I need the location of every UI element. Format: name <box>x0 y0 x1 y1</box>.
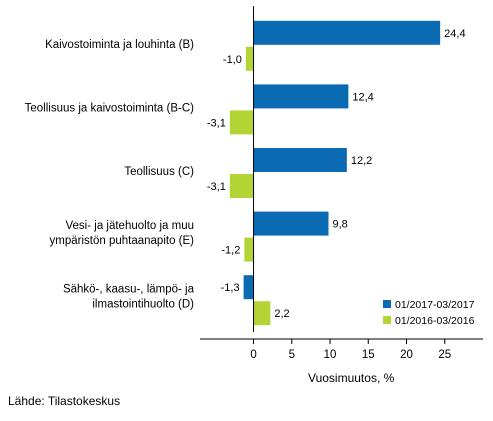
bar <box>243 275 254 300</box>
labels-group: 24,4 -1,0 Kaivostoiminta ja louhinta (B) 12… <box>25 28 466 320</box>
bar <box>253 84 349 109</box>
category-label: Teollisuus (C) <box>124 166 194 178</box>
category-label: Vesi- ja jätehuolto ja muu <box>66 220 195 232</box>
category-label: ilmastointihuolto (D) <box>92 299 194 311</box>
bar <box>229 110 254 135</box>
bar <box>245 46 254 71</box>
x-tick-label: 0 <box>250 349 256 361</box>
x-tick-label: 25 <box>438 349 451 361</box>
legend-swatch <box>383 300 391 308</box>
legend-entry: 01/2017-03/2017 <box>395 299 475 311</box>
legend: 01/2017-03/2017 01/2016-03/2016 <box>383 299 475 327</box>
category-label: ympäristön puhtaanapito (E) <box>50 235 195 247</box>
data-label: -3,1 <box>207 117 226 129</box>
data-label: -1,2 <box>221 245 240 257</box>
source-note: Lähde: Tilastokeskus <box>8 394 120 408</box>
bar <box>253 301 271 326</box>
x-tick-label: 5 <box>289 349 295 361</box>
data-label: 24,4 <box>444 28 465 40</box>
category-label: Kaivostoiminta ja louhinta (B) <box>45 39 194 51</box>
bar <box>253 148 347 172</box>
data-label: -1,3 <box>221 282 240 294</box>
data-label: 9,8 <box>332 219 347 231</box>
legend-entry: 01/2016-03/2016 <box>395 315 475 327</box>
bar <box>244 237 254 262</box>
data-label: 12,4 <box>352 91 373 103</box>
bars-group <box>229 20 441 326</box>
x-axis-title: Vuosimuutos, % <box>308 371 395 385</box>
data-label: -3,1 <box>207 181 226 193</box>
x-tick-label: 15 <box>362 349 375 361</box>
x-tick-label: 10 <box>324 349 337 361</box>
category-label: Teollisuus ja kaivostoiminta (B-C) <box>25 102 195 114</box>
data-label: 2,2 <box>274 308 289 320</box>
data-label: -1,0 <box>223 54 242 66</box>
bar <box>229 174 254 198</box>
bar <box>253 211 329 236</box>
data-label: 12,2 <box>351 155 372 167</box>
category-label: Sähkö-, kaasu-, lämpö- ja <box>63 284 195 296</box>
bar <box>253 20 441 45</box>
axes-group: 0 5 10 15 20 25 Vuosimuutos, % <box>200 6 483 385</box>
legend-swatch <box>383 316 391 324</box>
x-tick-label: 20 <box>400 349 413 361</box>
